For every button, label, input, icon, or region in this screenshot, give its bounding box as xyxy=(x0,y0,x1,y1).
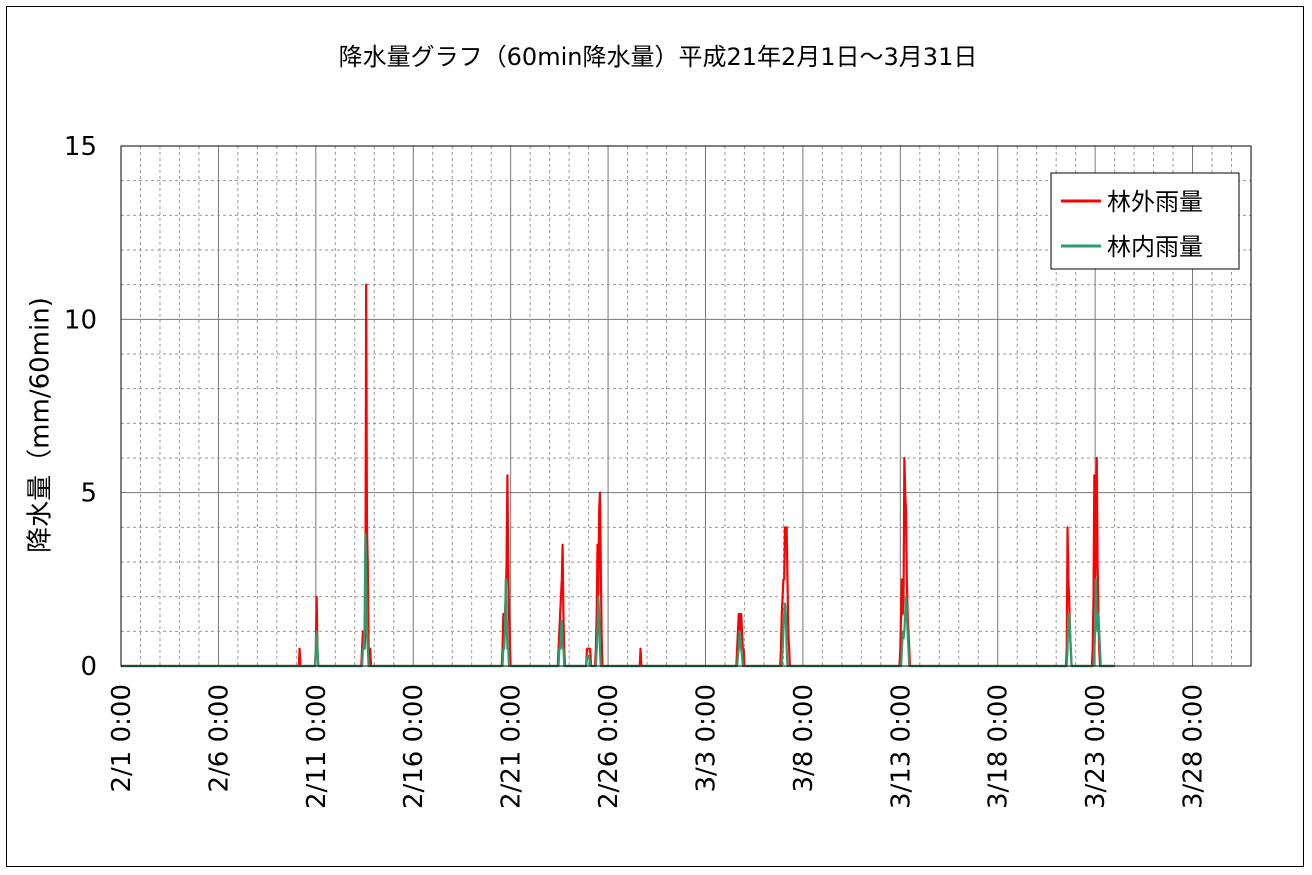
x-tick-label: 2/26 0:00 xyxy=(594,684,624,809)
y-tick-label: 15 xyxy=(64,132,97,162)
x-tick-label: 2/16 0:00 xyxy=(399,684,429,809)
y-tick-label: 0 xyxy=(80,652,97,682)
x-tick-label: 3/8 0:00 xyxy=(789,684,819,793)
legend-label: 林外雨量 xyxy=(1107,188,1203,216)
y-tick-label: 10 xyxy=(64,305,97,335)
plot-border xyxy=(120,145,1252,667)
chart-canvas: 降水量グラフ（60min降水量）平成21年2月1日～3月31日 0 5 10 15 2… xyxy=(26,43,1252,809)
x-tick-label: 3/18 0:00 xyxy=(984,684,1014,809)
x-tick-label: 2/1 0:00 xyxy=(107,684,137,793)
x-tick-label: 3/3 0:00 xyxy=(691,684,721,793)
chart-title: 降水量グラフ（60min降水量）平成21年2月1日～3月31日 xyxy=(339,43,978,71)
y-tick-label: 5 xyxy=(80,479,97,509)
x-tick-label: 2/11 0:00 xyxy=(302,684,332,809)
chart-frame: 降水量グラフ（60min降水量）平成21年2月1日～3月31日 0 5 10 15 2… xyxy=(6,6,1304,867)
y-tick-labels: 0 5 10 15 xyxy=(64,132,97,682)
x-tick-label: 3/13 0:00 xyxy=(886,684,916,809)
x-tick-labels: 2/1 0:00 2/6 0:00 2/11 0:00 2/16 0:00 2/21 0… xyxy=(107,684,1209,809)
x-tick-label: 3/28 0:00 xyxy=(1179,684,1209,809)
legend-box xyxy=(1050,172,1240,270)
x-tick-label: 2/6 0:00 xyxy=(204,684,234,793)
y-axis-label: 降水量（mm/60min) xyxy=(26,297,56,553)
plot-area xyxy=(120,145,1252,668)
x-tick-label: 3/23 0:00 xyxy=(1081,684,1111,809)
legend-label: 林内雨量 xyxy=(1107,233,1203,261)
x-tick-label: 2/21 0:00 xyxy=(497,684,527,809)
